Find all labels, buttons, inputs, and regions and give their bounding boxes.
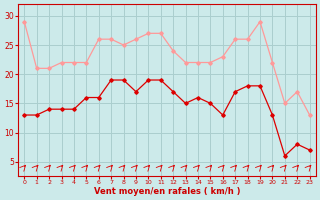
X-axis label: Vent moyen/en rafales ( km/h ): Vent moyen/en rafales ( km/h ) xyxy=(94,187,240,196)
